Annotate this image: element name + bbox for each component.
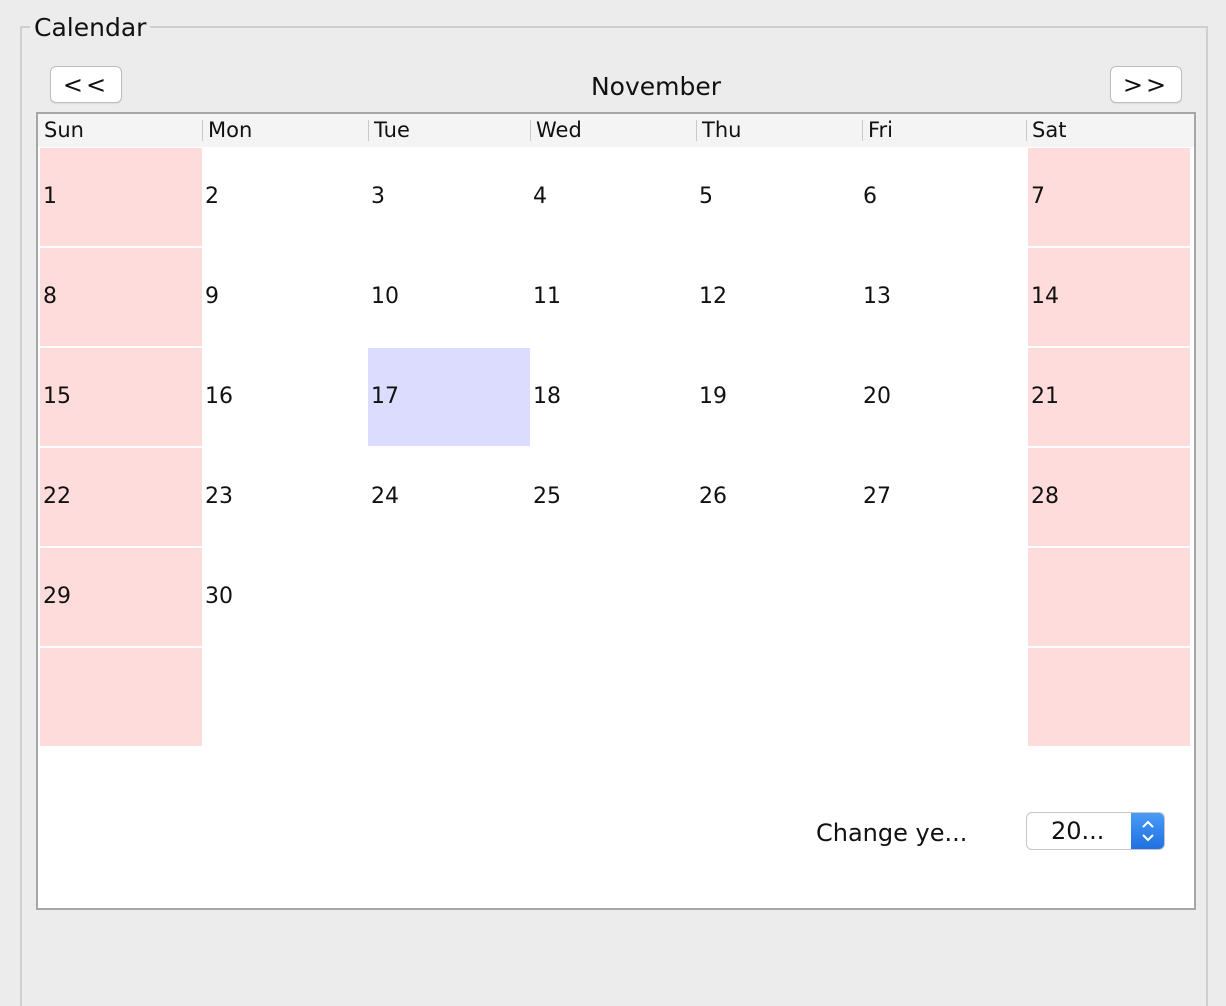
empty-day-cell: [860, 548, 1022, 646]
weekday-header-mon: Mon: [202, 114, 368, 147]
weekday-header-row: Sun Mon Tue Wed Thu Fri Sat: [38, 114, 1194, 147]
day-cell[interactable]: 1: [40, 148, 202, 246]
weekday-header-fri: Fri: [862, 114, 1026, 147]
day-cell[interactable]: 28: [1028, 448, 1190, 546]
day-cell[interactable]: 22: [40, 448, 202, 546]
weekday-header-wed: Wed: [530, 114, 696, 147]
weekday-header-thu: Thu: [696, 114, 862, 147]
day-cell[interactable]: 26: [699, 484, 727, 509]
day-cell[interactable]: 29: [40, 548, 202, 646]
day-cell[interactable]: 23: [205, 484, 233, 509]
day-cell[interactable]: 5: [699, 184, 713, 209]
day-cell[interactable]: 19: [699, 384, 727, 409]
empty-day-cell: [368, 548, 530, 646]
day-cell[interactable]: 21: [1028, 348, 1190, 446]
empty-day-cell: [1028, 648, 1190, 746]
empty-day-cell: [530, 648, 692, 746]
day-cell[interactable]: 14: [1028, 248, 1190, 346]
empty-day-cell: [1028, 548, 1190, 646]
empty-day-cell: [40, 648, 202, 746]
calendar-group-frame: [20, 26, 1208, 1006]
day-cell[interactable]: 15: [40, 348, 202, 446]
weekday-header-tue: Tue: [368, 114, 530, 147]
day-cell[interactable]: 30: [205, 584, 233, 609]
empty-day-cell: [202, 648, 364, 746]
empty-day-cell: [696, 648, 858, 746]
empty-day-cell: [696, 548, 858, 646]
next-month-button[interactable]: >>: [1110, 66, 1182, 103]
day-cell[interactable]: 18: [533, 384, 561, 409]
day-cell[interactable]: 10: [371, 284, 399, 309]
calendar-group-title: Calendar: [30, 13, 151, 43]
day-cell[interactable]: 25: [533, 484, 561, 509]
change-year-label: Change ye...: [816, 819, 968, 847]
calendar-table: [36, 112, 1196, 910]
empty-day-cell: [860, 648, 1022, 746]
day-cell[interactable]: 8: [40, 248, 202, 346]
weekday-header-sat: Sat: [1026, 114, 1192, 147]
day-cell[interactable]: 3: [371, 184, 385, 209]
day-cell[interactable]: 12: [699, 284, 727, 309]
empty-day-cell: [368, 648, 530, 746]
year-value: 20...: [1051, 817, 1105, 845]
day-cell[interactable]: 11: [533, 284, 561, 309]
day-cell[interactable]: 2: [205, 184, 219, 209]
day-cell[interactable]: 17: [368, 348, 530, 446]
day-cell[interactable]: 4: [533, 184, 547, 209]
month-title: November: [590, 72, 722, 101]
day-cell[interactable]: 16: [205, 384, 233, 409]
day-cell[interactable]: 7: [1028, 148, 1190, 246]
day-cell[interactable]: 20: [863, 384, 891, 409]
select-stepper-icon[interactable]: [1131, 813, 1164, 849]
day-cell[interactable]: 6: [863, 184, 877, 209]
day-cell[interactable]: 9: [205, 284, 219, 309]
prev-month-button[interactable]: <<: [50, 66, 122, 103]
day-cell[interactable]: 27: [863, 484, 891, 509]
empty-day-cell: [530, 548, 692, 646]
day-cell[interactable]: 13: [863, 284, 891, 309]
day-cell[interactable]: 24: [371, 484, 399, 509]
weekday-header-sun: Sun: [44, 118, 84, 142]
year-select[interactable]: 20...: [1026, 812, 1165, 850]
